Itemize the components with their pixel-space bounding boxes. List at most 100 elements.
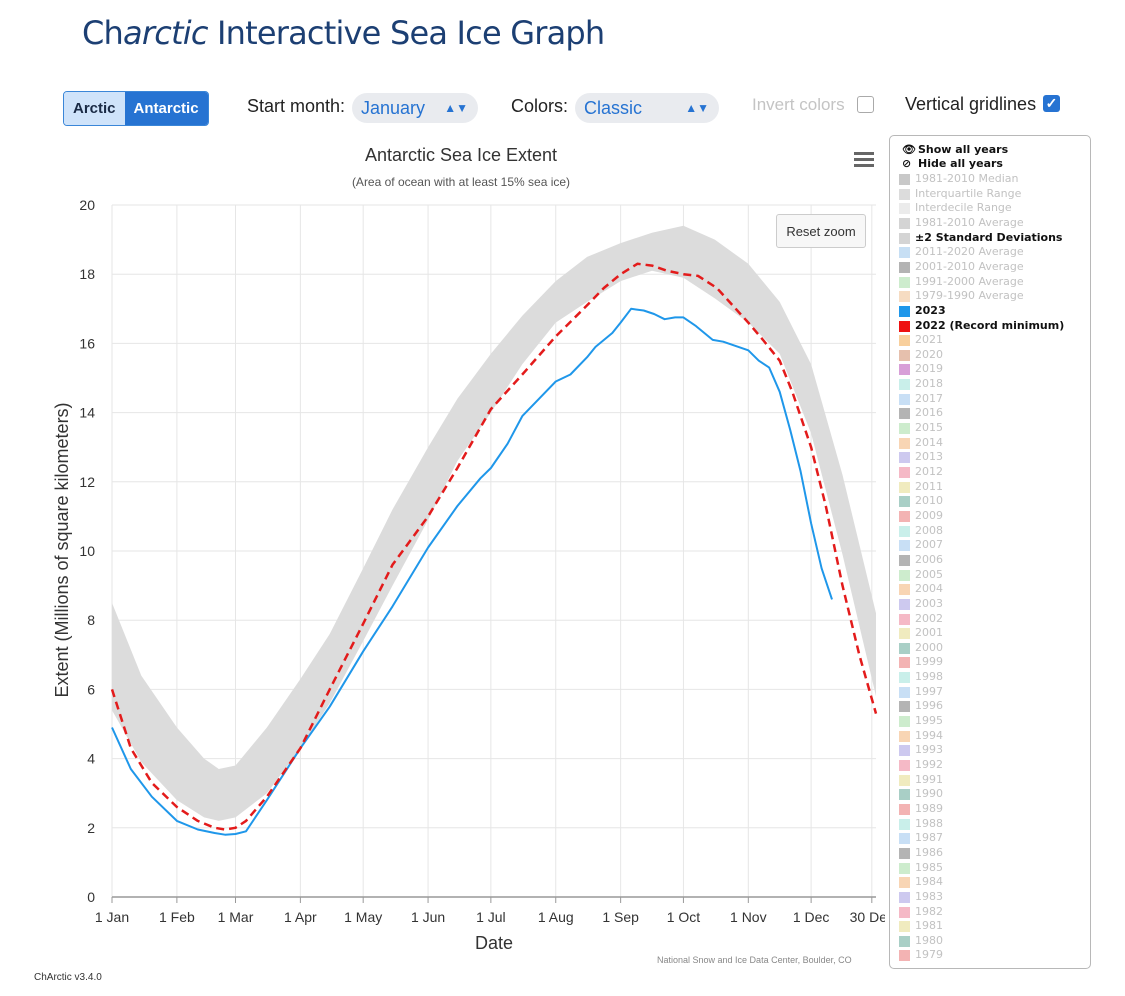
- legend-label: 2005: [915, 567, 943, 581]
- legend-swatch: [899, 745, 910, 757]
- legend-label: 2011: [915, 479, 943, 493]
- legend-label: 2013: [915, 450, 943, 464]
- chart-title: Antarctic Sea Ice Extent: [365, 145, 557, 165]
- legend-swatch: [899, 847, 910, 859]
- legend-swatch: [899, 408, 910, 420]
- legend-swatch: [899, 393, 910, 405]
- legend-label: ±2 Standard Deviations: [915, 230, 1063, 244]
- legend-swatch: [899, 525, 910, 537]
- hide-all-years-button[interactable]: ⊘ Hide all years: [902, 157, 1003, 171]
- x-tick-label: 1 Aug: [538, 909, 574, 925]
- y-tick-label: 12: [79, 474, 95, 490]
- arctic-button[interactable]: Arctic: [64, 92, 125, 125]
- std-dev-band: [112, 225, 876, 821]
- legend-label: 2012: [915, 465, 943, 478]
- legend-label: 2008: [915, 523, 943, 537]
- legend-label: 1983: [915, 889, 943, 903]
- start-month-label: Start month:: [247, 96, 346, 116]
- legend-swatch: [899, 174, 910, 185]
- legend-swatch: [899, 701, 910, 713]
- legend-swatch: [899, 950, 910, 962]
- legend-label: 1993: [915, 743, 943, 757]
- series-line-2023[interactable]: [111, 307, 833, 836]
- legend-swatch: [899, 877, 910, 889]
- legend-swatch: [899, 335, 910, 347]
- legend-swatch: [899, 291, 910, 303]
- app-title: Charctic Interactive Sea Ice Graph: [82, 14, 605, 52]
- legend-swatch: [899, 716, 910, 728]
- legend-label: 2001-2010 Average: [915, 259, 1024, 273]
- legend-swatch: [899, 672, 910, 684]
- x-tick-label: 1 Jul: [476, 909, 506, 925]
- legend-label: 1979-1990 Average: [915, 289, 1024, 303]
- legend-swatch: [899, 364, 910, 376]
- legend-swatch: [899, 437, 910, 449]
- legend-swatch: [899, 188, 910, 200]
- legend-swatch: [899, 232, 910, 244]
- series-group: [110, 262, 878, 836]
- y-tick-label: 0: [87, 889, 95, 905]
- legend-label: 2010: [915, 494, 943, 508]
- legend-swatch: [899, 906, 910, 918]
- start-month-select[interactable]: January ▲▼: [352, 93, 478, 123]
- colors-select[interactable]: Classic ▲▼: [575, 93, 719, 123]
- legend-label: 1982: [915, 904, 943, 918]
- chart-subtitle: (Area of ocean with at least 15% sea ice…: [352, 175, 570, 189]
- legend-swatch: [899, 803, 910, 815]
- chart-credits[interactable]: National Snow and Ice Data Center, Bould…: [657, 955, 852, 965]
- legend-label: 2015: [915, 421, 943, 435]
- legend-label: 1991: [915, 772, 943, 786]
- series-line-2022[interactable]: [110, 262, 878, 831]
- legend-label: 1988: [915, 816, 943, 830]
- legend-swatch: [899, 320, 910, 332]
- app-title-prefix: Ch: [82, 14, 124, 52]
- invert-colors-checkbox[interactable]: [857, 96, 874, 113]
- legend-swatch: [899, 554, 910, 566]
- app-version: ChArctic v3.4.0: [34, 972, 102, 983]
- legend-label: 1994: [915, 728, 943, 742]
- toolbar: Arctic Antarctic Start month: January ▲▼…: [0, 88, 1125, 128]
- legend-swatch: [899, 305, 910, 317]
- legend-label: 1998: [915, 670, 943, 684]
- app-title-suffix: Interactive Sea Ice Graph: [207, 14, 605, 52]
- x-tick-label: 30 Dec: [850, 909, 885, 925]
- y-tick-label: 16: [79, 335, 95, 351]
- legend-swatch: [899, 862, 910, 874]
- legend-label: 2002: [915, 611, 943, 625]
- legend-label: 2003: [915, 596, 943, 610]
- chart-menu-icon[interactable]: [853, 150, 875, 168]
- antarctic-button[interactable]: Antarctic: [124, 92, 208, 125]
- legend-swatch: [899, 540, 910, 552]
- invert-colors-label: Invert colors: [752, 95, 845, 114]
- legend-label: 2006: [915, 552, 943, 566]
- legend-swatch: [899, 510, 910, 522]
- legend-swatch: [899, 423, 910, 435]
- y-axis-title: Extent (Millions of square kilometers): [52, 402, 72, 697]
- legend-swatch: [899, 818, 910, 830]
- legend-label: 1981: [915, 919, 943, 933]
- x-axis-ticks: 1 Jan 1 Feb 1 Mar 1 Apr 1 May 1 Jun 1 Jul 1 Aug…: [95, 897, 885, 925]
- hemisphere-toggle: Arctic Antarctic: [63, 91, 209, 126]
- app-title-italic: arctic: [123, 14, 208, 52]
- x-tick-label: 1 Mar: [218, 909, 254, 925]
- legend-label: 1996: [915, 699, 943, 713]
- select-chevron-icon: ▲▼: [685, 101, 709, 115]
- x-tick-label: 1 Dec: [793, 909, 830, 925]
- start-month-value: January: [361, 98, 426, 118]
- legend-swatch: [899, 203, 910, 215]
- y-tick-label: 2: [87, 820, 95, 836]
- chart-svg[interactable]: 1 Jan 1 Feb 1 Mar 1 Apr 1 May 1 Jun 1 Jul 1 Aug…: [0, 135, 885, 970]
- show-all-years-button[interactable]: 👁 Show all years: [902, 143, 1008, 157]
- legend-label: 1979: [915, 948, 943, 962]
- y-tick-label: 6: [87, 681, 95, 697]
- hide-all-years-label: Hide all years: [918, 157, 1003, 170]
- legend-label: Interquartile Range: [915, 186, 1022, 200]
- x-tick-label: 1 Nov: [730, 909, 767, 925]
- legend-label: 1999: [915, 655, 943, 669]
- x-tick-label: 1 Oct: [667, 909, 701, 925]
- legend-label: 2014: [915, 435, 943, 449]
- vertical-gridlines-checkbox[interactable]: ✓: [1043, 95, 1060, 112]
- legend-label: Interdecile Range: [915, 201, 1012, 215]
- reset-zoom-button[interactable]: Reset zoom: [776, 214, 866, 248]
- y-axis-ticks: 0 2 4 6 8 10 12 14 16 18 20: [79, 197, 95, 905]
